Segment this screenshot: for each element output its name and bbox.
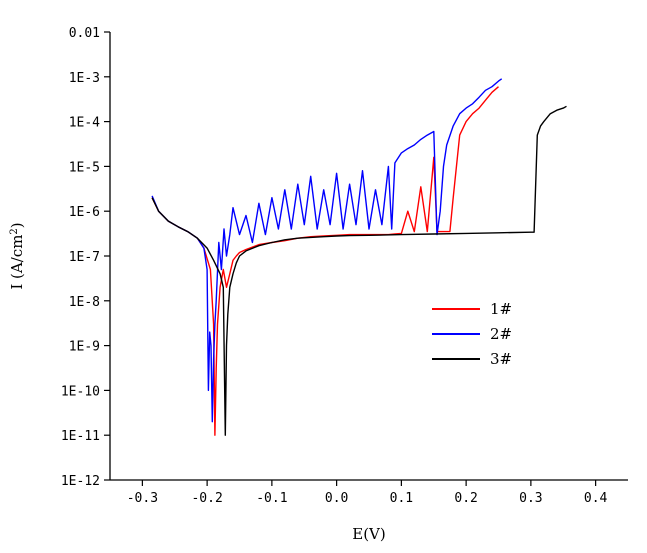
legend-label-1: 1# [490,300,512,318]
y-tick-label: 1E-12 [61,474,100,489]
y-axis-title-prefix: I (A/cm [8,235,26,290]
y-tick-label: 1E-4 [69,116,100,131]
x-axis-title: E(V) [352,525,386,543]
y-axis-title-superscript: 2 [9,228,20,234]
x-tick-label: 0.3 [519,491,542,506]
y-axis-title-suffix: ) [8,222,26,228]
y-tick-label: 1E-7 [69,250,100,265]
legend: 1# 2# 3# [432,300,512,368]
plot-frame [109,32,628,481]
y-tick-label: 1E-8 [69,295,100,310]
y-tick-label: 1E-9 [69,340,100,355]
x-tick-label: 0.0 [325,491,348,506]
series-layer [151,78,567,436]
legend-label-2: 2# [490,325,512,343]
y-tick-label: 1E-3 [69,71,100,86]
x-tick-label: -0.1 [256,491,287,506]
series-line-3 [151,105,567,436]
legend-label-3: 3# [490,350,512,368]
x-tick-label: -0.3 [127,491,158,506]
y-tick-label: 1E-11 [61,429,100,444]
x-tick-label: 0.2 [454,491,477,506]
x-tick-label: 0.1 [390,491,413,506]
y-axis-title: I (A/cm2) [8,222,26,289]
x-axis-ticks: -0.3 -0.2 -0.1 0.0 0.1 0.2 0.3 0.4 [127,480,608,506]
y-tick-label: 1E-6 [69,205,100,220]
series-line-2 [151,78,503,423]
y-tick-label: 0.01 [69,26,100,41]
x-tick-label: -0.2 [191,491,222,506]
x-tick-label: 0.4 [584,491,608,506]
series-line-1 [151,86,499,436]
y-tick-label: 1E-10 [61,384,100,399]
y-axis-ticks: 1E-12 1E-11 1E-10 1E-9 1E-8 1E-7 1E-6 1E-5 1E-4 1… [61,26,110,489]
y-tick-label: 1E-5 [69,160,100,175]
